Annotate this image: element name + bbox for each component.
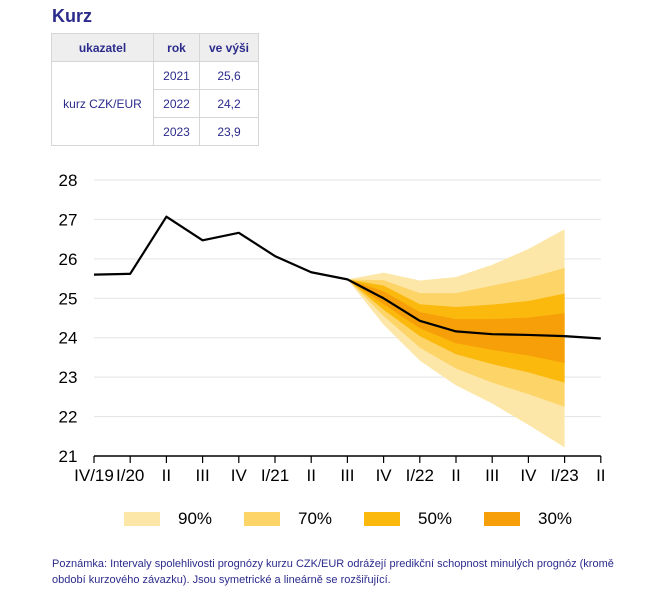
y-tick-label: 27	[59, 210, 78, 229]
section-title: Kurz	[52, 6, 92, 26]
legend-item-30: 30%	[484, 505, 572, 533]
legend-label-70: 70%	[298, 509, 333, 528]
fan-chart: IV/19 I/20 II III IV I/21 II III IV I/22 II III IV I/…	[59, 171, 606, 485]
year-cell: 2022	[153, 89, 200, 118]
legend-item-90: 90%	[124, 505, 212, 533]
x-tick-label: III	[340, 466, 354, 485]
year-cell: 2021	[153, 61, 200, 90]
x-tick-label: IV/19	[74, 466, 114, 485]
column-header-value: ve výši	[199, 33, 259, 62]
x-tick-label: I/20	[116, 466, 144, 485]
legend-swatch-30	[484, 512, 520, 526]
column-header-indicator: ukazatel	[51, 33, 154, 62]
x-tick-label: IV	[231, 466, 248, 485]
x-tick-label: IV	[376, 466, 393, 485]
x-tick-label: II	[451, 466, 460, 485]
chart-note: Poznámka: Intervaly spolehlivosti prognó…	[52, 558, 614, 586]
column-header-year: rok	[153, 33, 200, 62]
legend-item-50: 50%	[364, 505, 452, 533]
chart-legend: 90% 70% 50% 30%	[0, 505, 649, 533]
table-row: 2023 23,9	[52, 117, 259, 146]
y-tick-label: 21	[59, 447, 78, 466]
x-tick-label: I/22	[406, 466, 434, 485]
table-row: kurz CZK/EUR 2021 25,6	[51, 61, 259, 146]
y-tick-label: 25	[59, 289, 78, 308]
legend-label-50: 50%	[418, 509, 453, 528]
legend-item-70: 70%	[244, 505, 332, 533]
legend-swatch-50	[364, 512, 400, 526]
x-tick-label: I/23	[550, 466, 578, 485]
x-tick-label: I/21	[261, 466, 289, 485]
value-cell: 23,9	[199, 117, 259, 146]
y-tick-label: 22	[59, 408, 78, 427]
legend-label-90: 90%	[178, 509, 213, 528]
y-tick-label: 26	[59, 250, 78, 269]
x-tick-label: II	[306, 466, 315, 485]
x-tick-label: II	[596, 466, 605, 485]
year-cell: 2023	[153, 117, 200, 146]
value-cell: 24,2	[199, 89, 259, 118]
table-row: 2022 24,2	[52, 89, 259, 118]
indicator-cell: kurz CZK/EUR	[51, 61, 154, 146]
y-tick-label: 24	[59, 329, 78, 348]
value-cell: 25,6	[199, 61, 259, 90]
x-tick-label: III	[196, 466, 210, 485]
confidence-band-30	[347, 279, 565, 363]
series-line-czk-eur	[93, 215, 601, 340]
x-tick-label: II	[162, 466, 171, 485]
forecast-table: ukazatel rok ve výši kurz CZK/EUR 2021 2…	[51, 33, 259, 146]
x-tick-label: IV	[520, 466, 537, 485]
legend-label-30: 30%	[538, 509, 573, 528]
y-tick-label: 28	[59, 171, 78, 190]
y-tick-label: 23	[59, 368, 78, 387]
table-header-row: ukazatel rok ve výši	[51, 33, 259, 62]
legend-swatch-90	[124, 512, 160, 526]
x-tick-label: III	[485, 466, 499, 485]
legend-swatch-70	[244, 512, 280, 526]
